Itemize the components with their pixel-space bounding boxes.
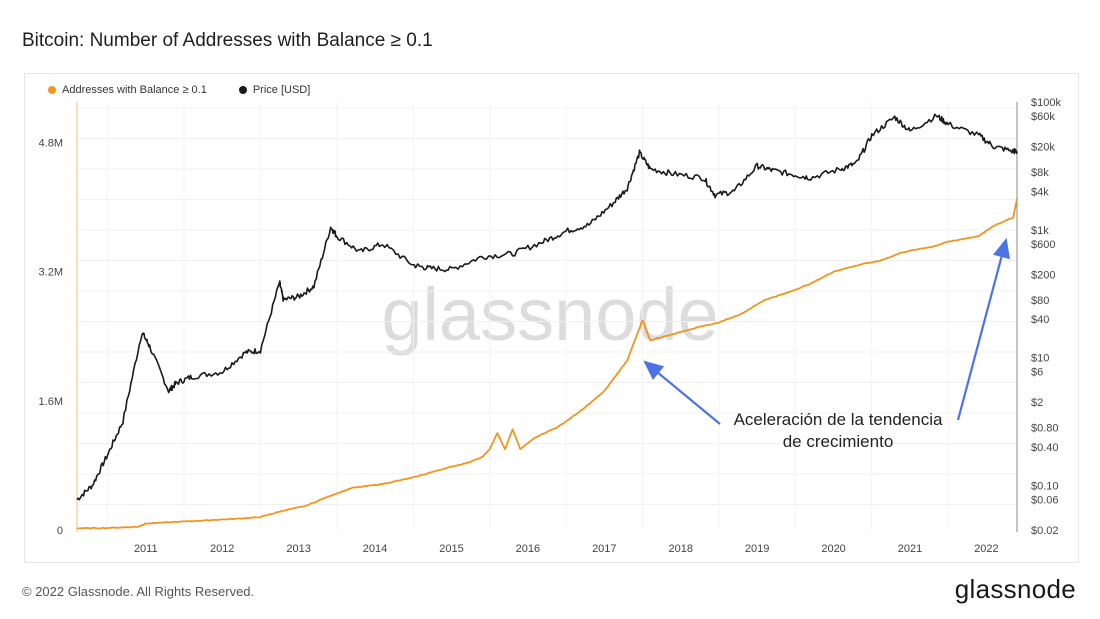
y-right-tick-label: $2 <box>1031 397 1043 409</box>
y-left-tick-label: 4.8M <box>39 137 63 149</box>
y-left-tick-label: 0 <box>57 525 63 537</box>
copyright: © 2022 Glassnode. All Rights Reserved. <box>22 584 255 599</box>
y-right-tick-label: $20k <box>1031 142 1055 154</box>
x-tick-label: 2017 <box>592 543 616 555</box>
x-tick-label: 2015 <box>439 543 463 555</box>
y-right-tick-label: $0.02 <box>1031 525 1059 537</box>
series-line-price <box>76 113 1018 501</box>
chart-panel <box>24 73 1079 563</box>
y-left-tick-label: 1.6M <box>39 396 63 408</box>
y-right-tick-label: $6 <box>1031 367 1043 379</box>
y-right-tick-label: $0.80 <box>1031 423 1059 435</box>
x-tick-label: 2016 <box>516 543 540 555</box>
y-right-tick-label: $10 <box>1031 353 1049 365</box>
x-tick-label: 2011 <box>134 543 158 555</box>
page-title: Bitcoin: Number of Addresses with Balanc… <box>22 30 433 51</box>
annotation-line-1: Aceleración de la tendencia <box>734 410 943 429</box>
x-tick-label: 2021 <box>898 543 922 555</box>
legend-dot-price <box>238 86 247 94</box>
x-tick-label: 2012 <box>210 543 234 555</box>
annotation-arrow-2022 <box>956 237 1010 421</box>
legend-item-price[interactable]: Price [USD] <box>238 84 311 96</box>
watermark: glassnode <box>381 273 718 356</box>
y-right-tick-label: $80 <box>1031 295 1049 307</box>
legend-item-addresses[interactable]: Addresses with Balance ≥ 0.1 <box>48 84 207 96</box>
brand-logo: glassnode <box>954 574 1076 604</box>
y-right-tick-label: $60k <box>1031 111 1055 123</box>
y-right-tick-label: $200 <box>1031 269 1055 281</box>
x-tick-label: 2020 <box>821 543 845 555</box>
annotation-line-2: de crecimiento <box>783 432 894 451</box>
x-tick-label: 2022 <box>974 543 998 555</box>
x-tick-label: 2014 <box>363 543 387 555</box>
y-right-tick-label: $8k <box>1031 167 1049 179</box>
y-right-tick-label: $1k <box>1031 225 1049 237</box>
x-tick-label: 2019 <box>745 543 769 555</box>
annotation-arrow-2018 <box>643 360 721 425</box>
legend-dot-addresses <box>48 86 56 94</box>
legend-label-price: Price [USD] <box>252 84 311 96</box>
y-right-tick-label: $0.40 <box>1031 442 1059 454</box>
legend-label-addresses: Addresses with Balance ≥ 0.1 <box>62 84 207 96</box>
y-right-tick-label: $100k <box>1031 97 1061 109</box>
legend: Addresses with Balance ≥ 0.1 Price [USD] <box>48 84 310 96</box>
y-right-tick-label: $0.06 <box>1031 495 1059 507</box>
y-right-tick-label: $0.10 <box>1031 480 1059 492</box>
x-tick-label: 2013 <box>286 543 310 555</box>
y-right-tick-label: $600 <box>1031 239 1055 251</box>
series-line-addresses <box>77 198 1018 530</box>
y-left-tick-label: 3.2M <box>39 267 63 279</box>
x-tick-label: 2018 <box>668 543 692 555</box>
y-right-tick-label: $40 <box>1031 314 1049 326</box>
y-right-tick-label: $4k <box>1031 186 1049 198</box>
